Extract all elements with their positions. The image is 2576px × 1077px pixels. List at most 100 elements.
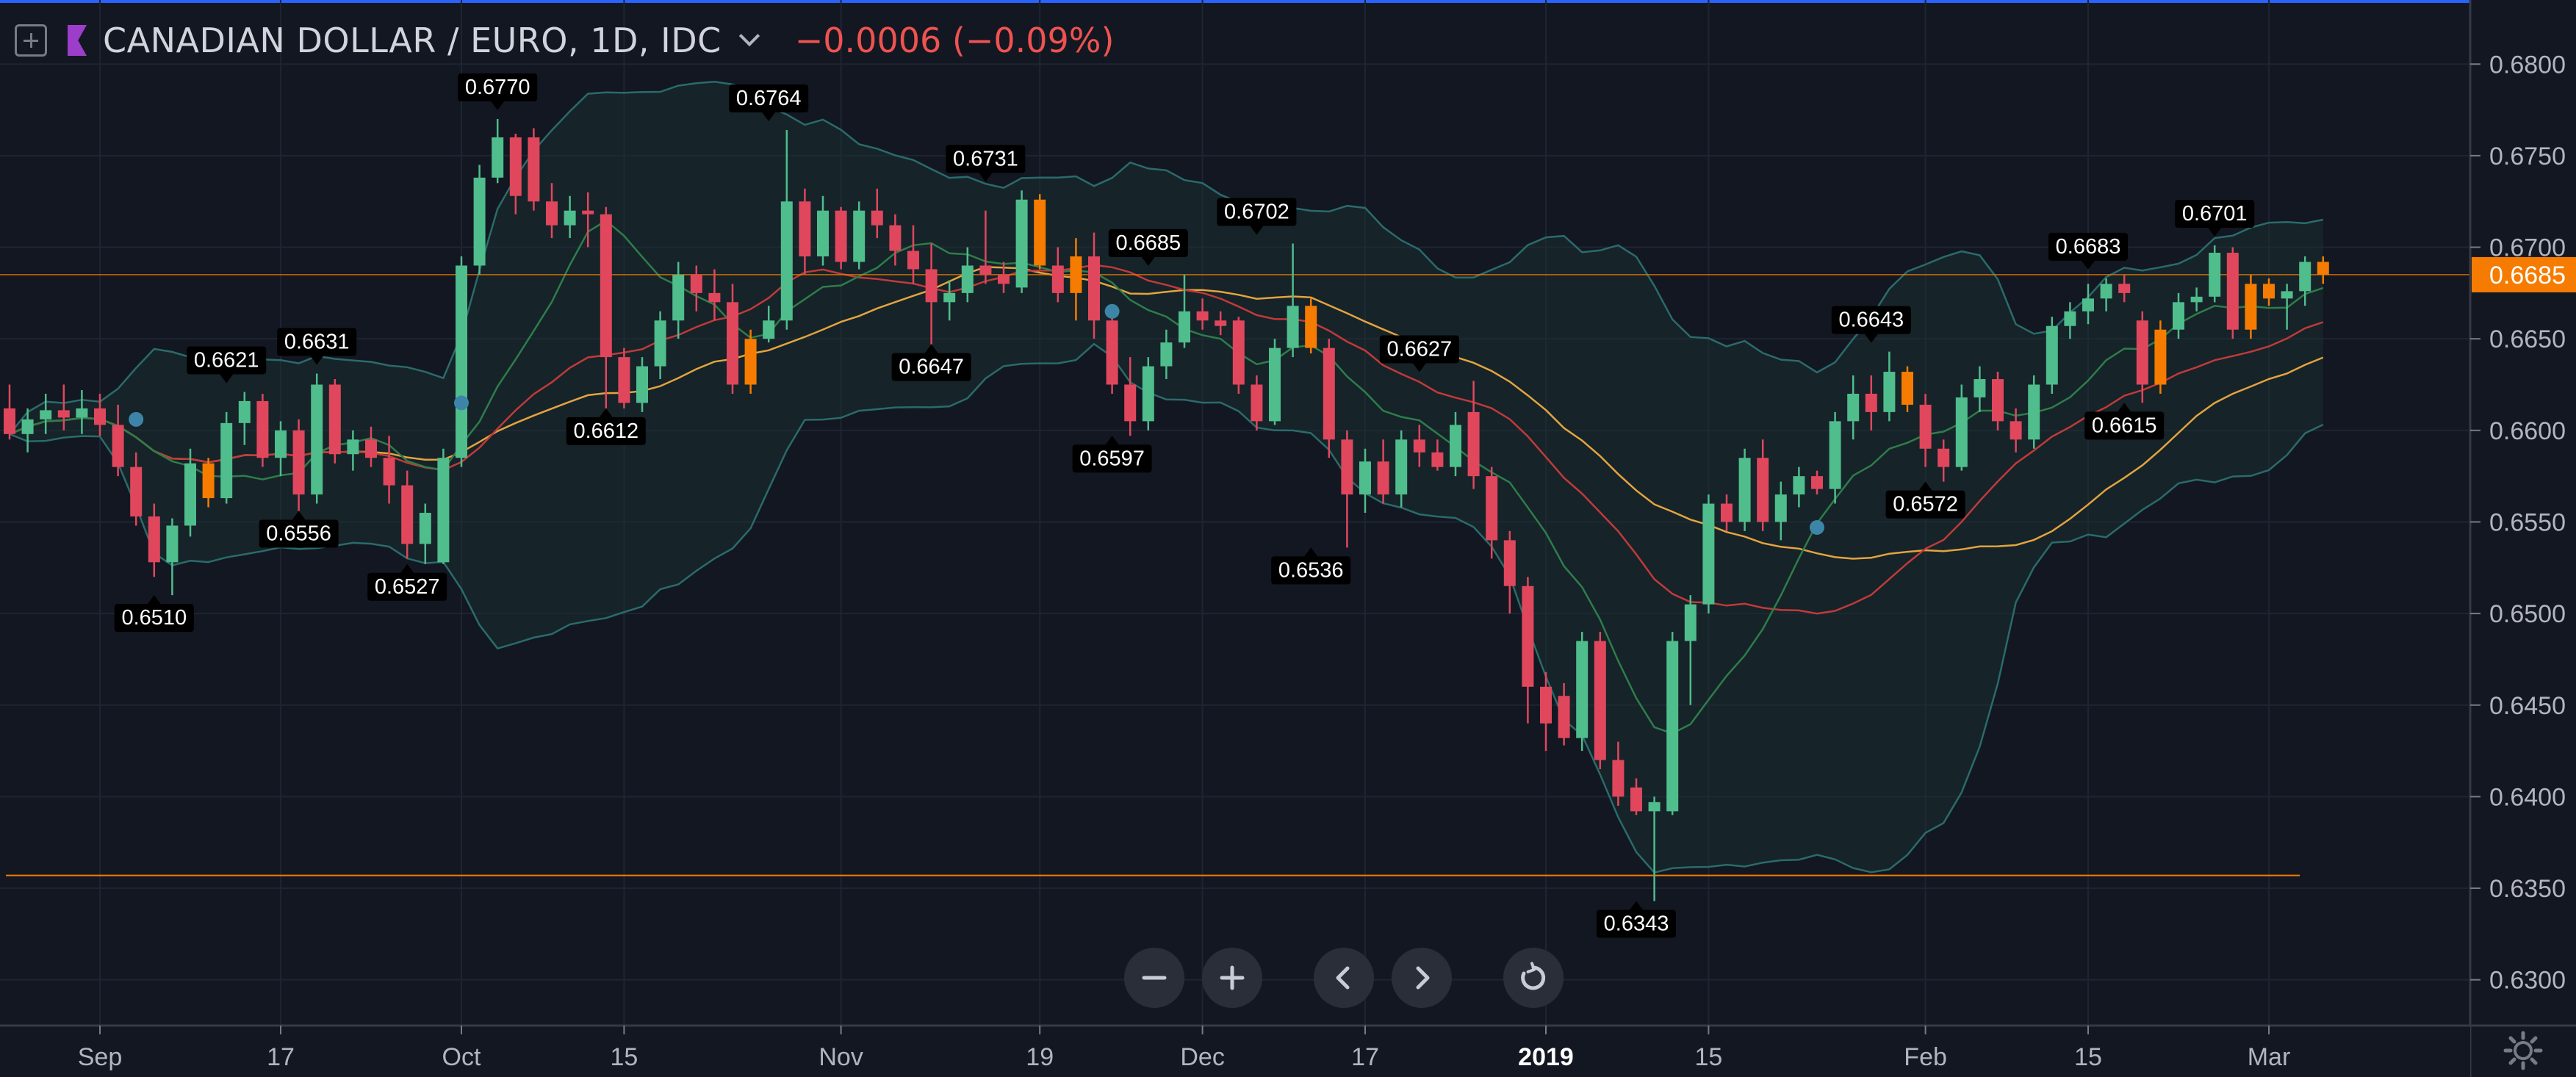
- candle[interactable]: [2082, 284, 2094, 325]
- candle[interactable]: [1648, 796, 1661, 901]
- candle[interactable]: [1522, 577, 1534, 724]
- candle[interactable]: [1902, 366, 1913, 412]
- candle[interactable]: [1341, 430, 1353, 548]
- candle[interactable]: [2046, 317, 2058, 394]
- candle[interactable]: [2245, 274, 2257, 339]
- candle[interactable]: [672, 262, 685, 339]
- candle[interactable]: [1377, 439, 1389, 504]
- candle[interactable]: [618, 347, 630, 408]
- candle[interactable]: [419, 503, 431, 564]
- candle[interactable]: [1883, 351, 1896, 422]
- candle[interactable]: [1431, 439, 1444, 471]
- candle[interactable]: [961, 247, 974, 303]
- candle[interactable]: [184, 448, 196, 537]
- candle[interactable]: [979, 210, 992, 284]
- candle[interactable]: [1323, 339, 1335, 458]
- candle[interactable]: [727, 284, 738, 394]
- event-marker[interactable]: [129, 411, 144, 427]
- candle[interactable]: [889, 214, 902, 266]
- candle[interactable]: [2281, 284, 2293, 330]
- candle[interactable]: [21, 408, 34, 453]
- candle[interactable]: [1251, 375, 1263, 431]
- candle[interactable]: [2154, 320, 2167, 394]
- candle[interactable]: [564, 195, 576, 239]
- candle[interactable]: [1865, 375, 1877, 431]
- candle[interactable]: [998, 262, 1010, 293]
- candle[interactable]: [275, 421, 287, 477]
- candle[interactable]: [1160, 329, 1173, 380]
- candle[interactable]: [907, 225, 919, 284]
- candle[interactable]: [311, 373, 323, 504]
- candle[interactable]: [546, 183, 558, 239]
- candle[interactable]: [1684, 595, 1697, 705]
- candle[interactable]: [1721, 494, 1733, 531]
- candle[interactable]: [1395, 430, 1408, 508]
- candle[interactable]: [94, 393, 106, 436]
- event-marker[interactable]: [454, 395, 469, 411]
- candle[interactable]: [1232, 317, 1245, 394]
- candle[interactable]: [1359, 448, 1371, 513]
- candle[interactable]: [1088, 232, 1100, 339]
- candle[interactable]: [780, 129, 793, 330]
- candle[interactable]: [2209, 245, 2221, 303]
- candle[interactable]: [817, 195, 829, 266]
- candle[interactable]: [1974, 366, 1986, 412]
- candle[interactable]: [2136, 311, 2148, 403]
- candle[interactable]: [1034, 194, 1046, 270]
- candle[interactable]: [1540, 671, 1552, 752]
- candle[interactable]: [1124, 357, 1137, 436]
- candle[interactable]: [1142, 357, 1154, 431]
- candle[interactable]: [1702, 494, 1715, 614]
- price-axis[interactable]: 0.68000.67500.67000.66500.66000.65500.65…: [2469, 0, 2576, 1077]
- candle[interactable]: [2064, 302, 2076, 339]
- candle[interactable]: [2263, 278, 2275, 306]
- candle[interactable]: [1179, 274, 1190, 348]
- candle[interactable]: [1196, 298, 1209, 330]
- time-axis[interactable]: Sep 17 Oct 15 Nov 19 Dec 17 2019 15 Feb 15 Mar: [0, 1024, 2576, 1077]
- candle[interactable]: [2100, 278, 2112, 311]
- candle[interactable]: [636, 357, 648, 412]
- candle[interactable]: [1938, 439, 1950, 482]
- candle[interactable]: [835, 206, 847, 270]
- candle[interactable]: [1847, 375, 1860, 440]
- candle[interactable]: [347, 430, 359, 471]
- candle[interactable]: [1305, 298, 1317, 354]
- candle[interactable]: [2118, 274, 2131, 303]
- candle[interactable]: [401, 470, 414, 559]
- scroll-right-button[interactable]: [1392, 948, 1452, 1008]
- candle[interactable]: [328, 379, 341, 464]
- candle[interactable]: [1486, 467, 1498, 559]
- event-marker[interactable]: [1810, 519, 1824, 535]
- candle[interactable]: [1015, 190, 1028, 293]
- candle[interactable]: [238, 392, 251, 445]
- gear-icon[interactable]: [2501, 1029, 2545, 1073]
- candle[interactable]: [763, 306, 775, 343]
- candle[interactable]: [1558, 682, 1570, 746]
- candle[interactable]: [2299, 256, 2311, 306]
- candle[interactable]: [1287, 243, 1299, 358]
- candle[interactable]: [943, 280, 956, 321]
- candle[interactable]: [1070, 238, 1082, 321]
- candle[interactable]: [166, 518, 179, 596]
- candle[interactable]: [130, 452, 143, 526]
- candle[interactable]: [76, 389, 88, 434]
- candle[interactable]: [456, 256, 467, 467]
- add-symbol-button[interactable]: [15, 24, 47, 57]
- candle[interactable]: [1576, 632, 1589, 752]
- candle[interactable]: [4, 384, 15, 440]
- candle[interactable]: [473, 165, 486, 275]
- candle[interactable]: [492, 119, 504, 184]
- candle[interactable]: [365, 426, 377, 467]
- candle[interactable]: [256, 393, 269, 467]
- candle[interactable]: [112, 404, 124, 477]
- candle[interactable]: [1413, 425, 1425, 467]
- candle[interactable]: [1774, 481, 1787, 541]
- candle[interactable]: [509, 133, 522, 215]
- candle[interactable]: [1738, 448, 1751, 531]
- candle[interactable]: [925, 243, 938, 345]
- scroll-left-button[interactable]: [1314, 948, 1374, 1008]
- candle[interactable]: [871, 188, 883, 239]
- candle[interactable]: [2028, 375, 2040, 449]
- candle[interactable]: [1503, 530, 1516, 614]
